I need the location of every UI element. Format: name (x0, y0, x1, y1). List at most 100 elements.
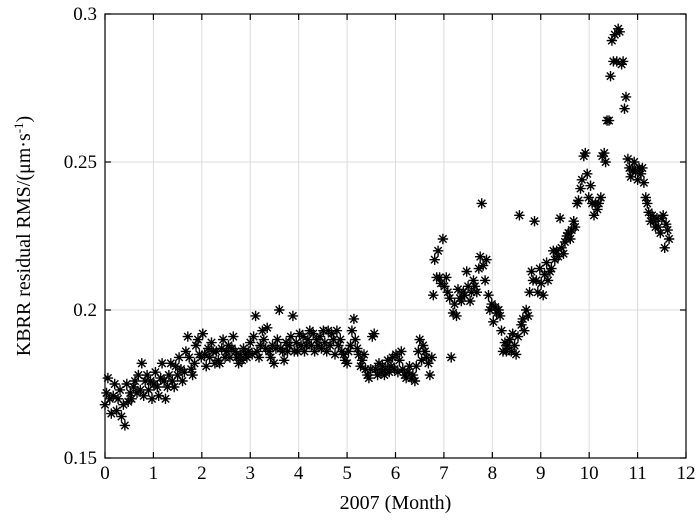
x-tick-label: 2 (197, 463, 207, 484)
data-point (569, 221, 581, 233)
data-point (616, 59, 627, 70)
data-point (282, 346, 293, 357)
x-tick-label: 1 (149, 463, 159, 484)
data-point (241, 352, 253, 363)
data-point (128, 381, 139, 393)
x-tick-label: 3 (246, 463, 256, 484)
data-point (394, 355, 405, 366)
data-point (571, 198, 583, 209)
data-point (475, 251, 486, 262)
data-point (177, 375, 188, 387)
data-point (165, 358, 176, 369)
data-point (629, 156, 640, 168)
data-point (367, 331, 378, 342)
data-point (328, 334, 339, 345)
data-point (234, 349, 246, 360)
x-tick-label: 7 (439, 463, 449, 484)
data-point (284, 340, 295, 351)
x-tick-label: 10 (580, 463, 599, 484)
y-tick-label: 0.25 (64, 152, 97, 173)
data-point (153, 390, 164, 401)
data-point (172, 369, 183, 381)
data-point (656, 213, 667, 224)
data-point (484, 304, 496, 316)
data-point (206, 337, 217, 348)
data-point (516, 319, 527, 330)
data-point (125, 387, 136, 399)
data-point (404, 361, 415, 372)
data-point (268, 358, 280, 369)
data-point (341, 358, 353, 369)
data-point (568, 216, 579, 227)
data-point (632, 174, 643, 185)
data-points (99, 23, 675, 431)
data-point (352, 343, 363, 354)
data-point (133, 369, 144, 381)
x-tick-label: 8 (488, 463, 498, 484)
data-point (265, 352, 276, 363)
data-point (401, 372, 412, 384)
data-point (611, 56, 622, 67)
data-point (424, 369, 436, 381)
data-point (331, 325, 343, 336)
data-point (295, 340, 307, 351)
data-point (558, 248, 569, 259)
data-point (192, 334, 204, 345)
data-point (551, 245, 562, 256)
data-point (524, 287, 535, 298)
data-point (253, 352, 265, 363)
data-point (592, 204, 603, 215)
data-point (258, 334, 269, 345)
data-point (637, 162, 648, 174)
x-tick-label: 12 (677, 463, 696, 484)
data-point (355, 361, 366, 372)
data-point (519, 325, 530, 336)
x-tick-label: 9 (536, 463, 546, 484)
data-point (224, 352, 236, 363)
data-point (135, 384, 146, 396)
data-point (599, 147, 610, 159)
data-point (593, 198, 604, 209)
data-point (606, 35, 618, 46)
data-point (379, 369, 390, 381)
data-point (585, 180, 596, 191)
data-point (458, 287, 469, 298)
data-point (526, 266, 537, 277)
data-point (338, 349, 349, 360)
data-point (662, 224, 673, 236)
data-point (507, 328, 518, 339)
data-point (553, 251, 564, 262)
data-point (353, 349, 364, 360)
data-point (180, 346, 192, 357)
data-point (514, 210, 525, 221)
data-point (439, 281, 450, 292)
data-point (529, 216, 540, 227)
data-point (162, 381, 173, 393)
data-point (335, 334, 346, 345)
data-point (272, 334, 283, 345)
data-point (506, 346, 517, 357)
data-point (217, 334, 229, 345)
y-tick-label: 0.2 (73, 300, 97, 321)
data-point (346, 325, 358, 336)
x-tick-label: 6 (391, 463, 401, 484)
data-point (437, 233, 449, 245)
data-point (559, 236, 571, 248)
data-point (414, 334, 425, 345)
data-point (620, 91, 632, 103)
data-point (603, 115, 615, 126)
data-point (625, 171, 636, 182)
data-point (454, 293, 466, 304)
data-point (184, 352, 195, 363)
data-point (228, 331, 239, 342)
data-point (583, 192, 594, 203)
data-point (309, 346, 320, 357)
x-tick-labels: 0 1 2 3 4 5 6 7 8 9 10 11 12 (100, 463, 695, 484)
data-point (299, 346, 310, 357)
data-point (152, 381, 163, 393)
data-point (319, 337, 330, 348)
x-tick-label: 11 (628, 463, 646, 484)
data-point (588, 210, 600, 221)
data-point (169, 381, 180, 393)
